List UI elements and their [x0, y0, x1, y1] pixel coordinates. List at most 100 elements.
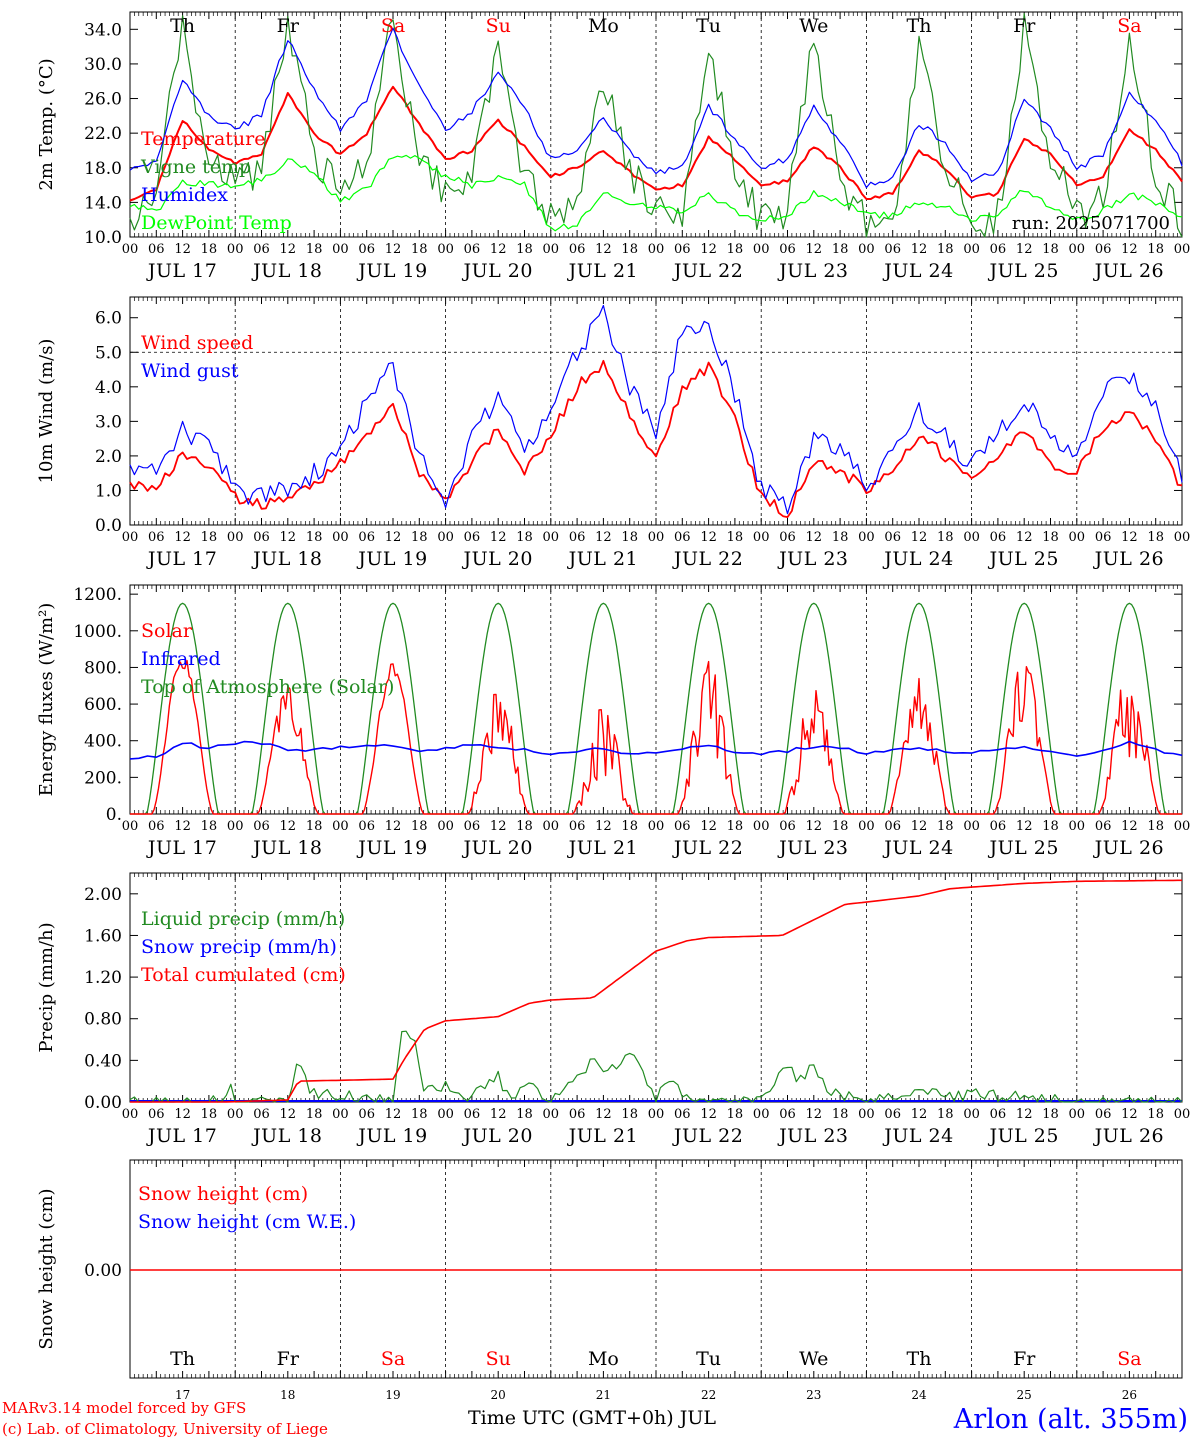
hour-tick-label: 18: [306, 819, 323, 834]
date-label: JUL 24: [882, 260, 953, 282]
y-tick-label: 5.0: [95, 343, 122, 363]
date-label: JUL 17: [146, 837, 217, 859]
y-tick-label: 0.80: [84, 1010, 122, 1030]
day-label: Fr: [1013, 15, 1036, 37]
day-number-label: 23: [806, 1388, 821, 1402]
series-line: [129, 154, 1183, 232]
hour-tick-label: 06: [884, 1107, 901, 1122]
hour-tick-label: 12: [385, 819, 402, 834]
hour-tick-label: 18: [201, 1107, 218, 1122]
hour-tick-label: 12: [174, 1107, 191, 1122]
legend-entry: Wind speed: [141, 332, 253, 354]
hour-tick-label: 00: [1174, 1107, 1191, 1122]
series-line: [130, 879, 1182, 1103]
hour-tick-label: 06: [1095, 242, 1112, 257]
series-line: [130, 659, 1182, 815]
hour-tick-label: 18: [937, 242, 954, 257]
series-wind-gust: [129, 304, 1183, 515]
legend-entry: Snow height (cm): [138, 1183, 308, 1205]
hour-tick-label: 18: [727, 819, 744, 834]
day-label: Th: [907, 15, 932, 37]
hour-tick-label: 18: [306, 1107, 323, 1122]
hour-tick-label: 12: [490, 1107, 507, 1122]
y-tick-label: 34.0: [84, 20, 122, 40]
hour-tick-label: 18: [1042, 242, 1059, 257]
hour-tick-label: 12: [806, 819, 823, 834]
hour-tick-label: 12: [490, 530, 507, 545]
hour-tick-label: 06: [148, 1107, 165, 1122]
hour-tick-label: 00: [648, 1107, 665, 1122]
hour-tick-label: 06: [253, 530, 270, 545]
hour-tick-label: 18: [937, 530, 954, 545]
series-solar: [130, 659, 1182, 815]
date-label: JUL 20: [461, 548, 532, 570]
day-number-label: 17: [175, 1388, 190, 1402]
day-label: Su: [486, 15, 511, 37]
hour-tick-label: 00: [963, 530, 980, 545]
hour-tick-label: 18: [411, 242, 428, 257]
hour-tick-label: 12: [1016, 242, 1033, 257]
date-label: JUL 23: [777, 260, 848, 282]
hour-tick-label: 12: [490, 819, 507, 834]
hour-tick-label: 18: [621, 242, 638, 257]
y-axis-label: Snow height (cm): [36, 1188, 57, 1349]
hour-tick-label: 00: [648, 819, 665, 834]
hour-tick-label: 00: [1174, 530, 1191, 545]
date-label: JUL 21: [567, 1125, 638, 1147]
hour-tick-label: 12: [1121, 242, 1138, 257]
hour-tick-label: 06: [253, 1107, 270, 1122]
hour-tick-label: 06: [674, 242, 691, 257]
date-label: JUL 22: [672, 837, 743, 859]
series-infrared: [129, 740, 1183, 760]
model-credit: MARv3.14 model forced by GFS: [2, 1399, 246, 1417]
series-total-cumulated: [130, 879, 1182, 1103]
legend-entry: Snow height (cm W.E.): [138, 1211, 356, 1233]
panel-3: 0. 200. 400. 600. 800. 1000. 1200. Energy fluxe…: [36, 584, 1190, 859]
y-tick-label: 22.0: [84, 124, 122, 144]
hour-tick-label: 18: [1042, 819, 1059, 834]
day-label: Th: [907, 1348, 932, 1370]
hour-tick-label: 00: [543, 242, 560, 257]
y-tick-label: 4.0: [95, 378, 122, 398]
hour-tick-label: 06: [674, 1107, 691, 1122]
hour-tick-label: 18: [1147, 819, 1164, 834]
y-axis-label: Energy fluxes (W/m²): [36, 603, 57, 797]
hour-tick-label: 12: [280, 819, 297, 834]
hour-tick-label: 12: [595, 819, 612, 834]
legend-entry: Solar: [141, 620, 193, 642]
hour-tick-label: 00: [122, 819, 139, 834]
date-label: JUL 18: [251, 260, 322, 282]
series-wind-speed: [129, 359, 1183, 518]
date-label: JUL 20: [461, 1125, 532, 1147]
hour-tick-label: 12: [806, 530, 823, 545]
hour-tick-label: 06: [884, 819, 901, 834]
hour-tick-label: 06: [990, 242, 1007, 257]
hour-tick-label: 18: [516, 819, 533, 834]
y-tick-label: 30.0: [84, 55, 122, 75]
y-tick-label: 26.0: [84, 90, 122, 110]
x-axis-label: Time UTC (GMT+0h) JUL: [468, 1407, 716, 1429]
hour-tick-label: 00: [963, 819, 980, 834]
hour-tick-label: 06: [253, 242, 270, 257]
hour-tick-label: 18: [1147, 1107, 1164, 1122]
hour-tick-label: 06: [779, 530, 796, 545]
hour-tick-label: 00: [753, 819, 770, 834]
hour-tick-label: 06: [884, 530, 901, 545]
hour-tick-label: 06: [253, 819, 270, 834]
hour-tick-label: 00: [227, 530, 244, 545]
hour-tick-label: 00: [543, 1107, 560, 1122]
hour-tick-label: 18: [1147, 530, 1164, 545]
y-tick-label: 0.: [106, 805, 122, 825]
panel-1: 10.0 14.0 18.0 22.0 26.0 30.0 34.0 2m Temp. (°C…: [36, 11, 1190, 282]
date-label: JUL 17: [146, 548, 217, 570]
hour-tick-label: 06: [569, 819, 586, 834]
day-label: Mo: [588, 1348, 619, 1370]
hour-tick-label: 06: [1095, 1107, 1112, 1122]
y-axis-label: Precip (mm/h): [36, 922, 57, 1052]
hour-tick-label: 12: [911, 819, 928, 834]
hour-tick-label: 00: [437, 1107, 454, 1122]
date-label: JUL 23: [777, 837, 848, 859]
legend-entry: Temperature: [141, 128, 265, 150]
day-label: Mo: [588, 15, 619, 37]
y-tick-label: 18.0: [84, 159, 122, 179]
